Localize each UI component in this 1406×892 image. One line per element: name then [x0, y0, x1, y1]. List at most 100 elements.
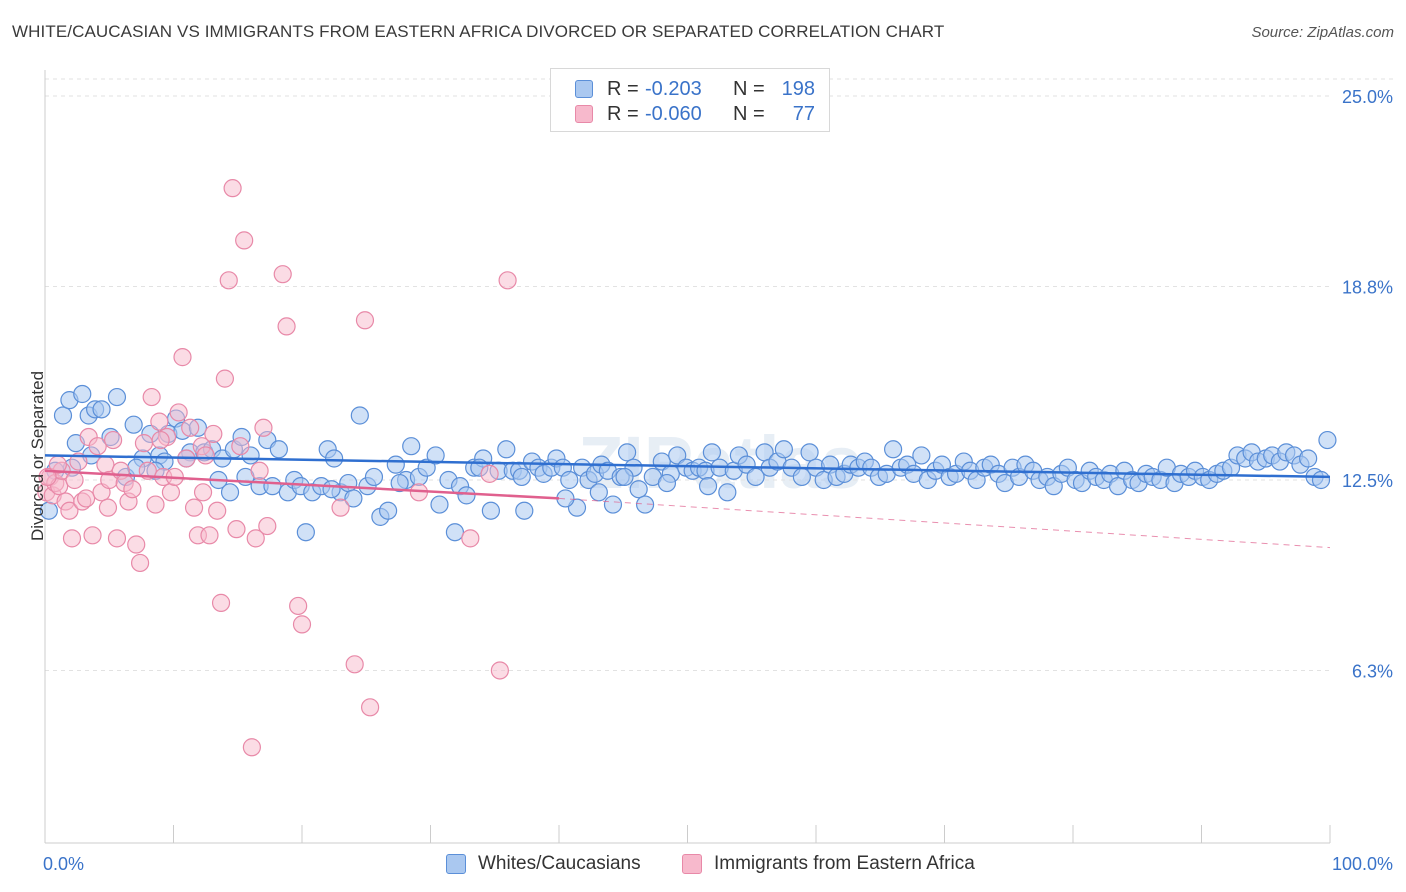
whites-point: [364, 467, 384, 487]
immigrants-point: [104, 430, 123, 450]
immigrants-point: [150, 412, 169, 431]
whites-point: [668, 446, 687, 465]
immigrants-point: [60, 501, 79, 520]
immigrants-point: [204, 424, 223, 444]
y-tick-label: 12.5%: [1342, 471, 1393, 491]
whites-point: [560, 470, 579, 490]
whites-point: [445, 523, 465, 542]
whites-point: [107, 387, 127, 407]
immigrants-point: [345, 655, 364, 674]
immigrants-point: [130, 553, 150, 573]
x-tick-label: 0.0%: [43, 854, 84, 874]
whites-point: [417, 458, 436, 477]
immigrants-point: [196, 446, 215, 465]
whites-point: [589, 483, 608, 502]
immigrants-point: [219, 271, 238, 290]
r-label: R =: [607, 102, 639, 125]
immigrants-point: [292, 615, 312, 634]
whites-point: [386, 455, 405, 474]
immigrants-point: [215, 369, 234, 388]
n-label: N =: [733, 77, 765, 100]
whites-point: [269, 440, 288, 459]
immigrants-legend-swatch: [682, 854, 702, 874]
immigrants-point: [235, 231, 254, 250]
immigrants-point: [258, 516, 277, 536]
whites-point: [339, 473, 358, 493]
whites-point: [426, 446, 445, 465]
immigrants-point: [151, 430, 170, 450]
whites-point: [322, 480, 341, 499]
immigrants-swatch: [575, 105, 593, 123]
r-value: -0.203: [645, 77, 702, 100]
whites-point: [512, 467, 531, 487]
whites-point: [629, 480, 648, 499]
whites-point: [344, 489, 363, 508]
immigrants-point: [254, 418, 273, 437]
immigrants-point: [250, 461, 269, 480]
whites-point: [220, 483, 240, 502]
whites-point: [53, 406, 73, 425]
whites-point: [603, 495, 623, 514]
whites-point: [883, 440, 903, 459]
whites-point: [350, 406, 369, 425]
immigrants-point: [62, 529, 82, 548]
whites-point: [73, 384, 92, 404]
immigrants-point: [246, 529, 265, 548]
immigrants-point: [498, 271, 517, 290]
whites-point: [702, 443, 722, 462]
whites-swatch: [575, 80, 593, 98]
whites-point: [1311, 470, 1331, 490]
immigrants-point: [88, 437, 107, 456]
whites-point: [263, 477, 282, 496]
bottom-legend-immigrants: Immigrants from Eastern Africa: [682, 852, 975, 876]
whites-point: [635, 495, 655, 514]
immigrants-point: [173, 348, 192, 367]
immigrants-point: [211, 593, 231, 612]
immigrants-point: [65, 470, 84, 490]
whites-point: [774, 440, 793, 459]
whites-point: [800, 443, 819, 462]
immigrants-point: [134, 434, 154, 453]
immigrants-point: [461, 529, 480, 548]
immigrants-point: [123, 480, 142, 499]
immigrants-point: [181, 418, 200, 437]
immigrants-trend-line: [44, 469, 560, 500]
immigrants-legend-label: Immigrants from Eastern Africa: [714, 853, 975, 874]
immigrants-point: [69, 452, 88, 471]
whites-point: [1299, 449, 1318, 468]
immigrants-point: [480, 464, 499, 483]
immigrants-point: [355, 311, 375, 330]
immigrants-point: [193, 483, 213, 502]
bottom-legend-whites: Whites/Caucasians: [446, 852, 641, 876]
immigrants-point: [200, 526, 219, 545]
immigrants-point: [98, 498, 118, 517]
whites-point: [402, 437, 421, 456]
y-tick-label: 25.0%: [1342, 87, 1393, 107]
immigrants-point: [227, 520, 246, 539]
immigrants-point: [242, 738, 261, 757]
correlation-legend: R = -0.203 N = 198 R = -0.060 N = 77: [550, 68, 830, 132]
whites-point: [698, 477, 718, 496]
whites-point: [378, 501, 398, 520]
immigrants-point: [490, 661, 509, 680]
whites-point: [657, 473, 677, 493]
whites-point: [912, 446, 931, 465]
whites-legend-swatch: [446, 854, 466, 874]
immigrants-point: [331, 498, 350, 517]
whites-point: [515, 501, 534, 520]
r-label: R =: [607, 77, 639, 100]
immigrants-point: [208, 501, 227, 520]
immigrants-point: [169, 403, 188, 422]
n-value: 77: [792, 102, 815, 125]
chart-title: WHITE/CAUCASIAN VS IMMIGRANTS FROM EASTE…: [12, 22, 945, 41]
whites-trend-line: [44, 454, 1331, 479]
whites-point: [390, 473, 409, 493]
whites-point: [92, 400, 111, 419]
whites-point: [737, 455, 756, 474]
whites-point: [325, 449, 344, 468]
immigrants-point: [146, 495, 165, 514]
n-label: N =: [733, 102, 765, 125]
immigrants-point: [289, 596, 308, 616]
immigrants-point: [184, 498, 204, 517]
